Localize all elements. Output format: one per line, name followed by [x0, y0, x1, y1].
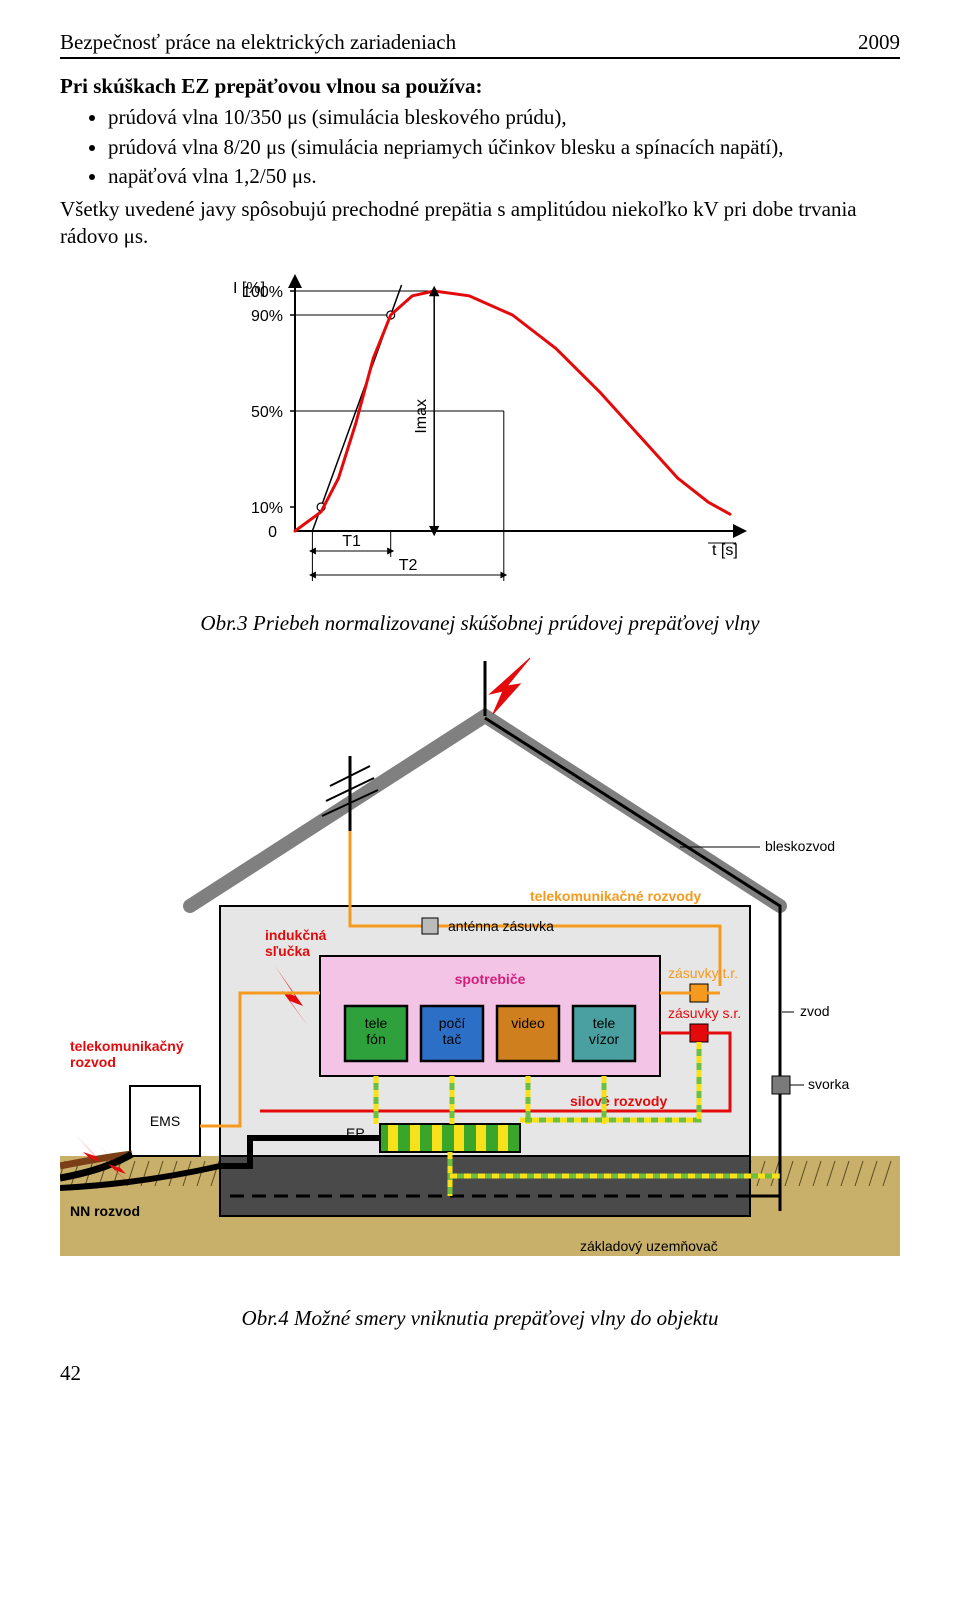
svg-text:základový uzemňovač: základový uzemňovač — [580, 1238, 718, 1254]
bullet-item: prúdová vlna 10/350 μs (simulácia blesko… — [108, 104, 900, 131]
svg-text:telekomunikačné rozvody: telekomunikačné rozvody — [530, 888, 701, 904]
svg-text:T1: T1 — [342, 533, 361, 550]
intro-lead: Pri skúškach EZ prepäťovou vlnou sa použ… — [60, 74, 483, 98]
svg-text:t [s]: t [s] — [712, 542, 738, 559]
svg-text:T2: T2 — [399, 557, 418, 574]
figure-3: 100%90%50%10%0I [%]t [s]ImaxT1T2 — [60, 261, 900, 597]
svg-text:90%: 90% — [251, 308, 283, 325]
svg-text:50%: 50% — [251, 404, 283, 421]
figure-4: zvod bleskozvod svorka základový uzemňovač t… — [60, 656, 900, 1292]
svg-text:telekomunikačnýrozvod: telekomunikačnýrozvod — [70, 1038, 184, 1070]
header-title: Bezpečnosť práce na elektrických zariade… — [60, 30, 456, 55]
waveform-chart: 100%90%50%10%0I [%]t [s]ImaxT1T2 — [200, 261, 760, 591]
svg-text:0: 0 — [268, 524, 277, 541]
svg-text:silové rozvody: silové rozvody — [570, 1093, 667, 1109]
svg-text:Imax: Imax — [413, 399, 430, 434]
intro-bullets: prúdová vlna 10/350 μs (simulácia blesko… — [60, 104, 900, 190]
svg-text:bleskozvod: bleskozvod — [765, 838, 835, 854]
house-diagram: zvod bleskozvod svorka základový uzemňovač t… — [60, 656, 900, 1286]
svg-text:zásuvky t.r.: zásuvky t.r. — [668, 965, 738, 981]
svg-text:video: video — [511, 1015, 545, 1031]
svg-text:televízor: televízor — [589, 1015, 620, 1047]
header-year: 2009 — [858, 30, 900, 55]
figure-3-caption: Obr.3 Priebeh normalizovanej skúšobnej p… — [60, 611, 900, 636]
svg-text:anténna zásuvka: anténna zásuvka — [448, 918, 554, 934]
figure-4-caption: Obr.4 Možné smery vniknutia prepäťovej v… — [60, 1306, 900, 1331]
svg-text:svorka: svorka — [808, 1076, 849, 1092]
svg-text:zvod: zvod — [800, 1003, 830, 1019]
bullet-item: prúdová vlna 8/20 μs (simulácia nepriamy… — [108, 134, 900, 161]
svg-text:I [%]: I [%] — [233, 280, 265, 297]
svg-text:spotrebiče: spotrebiče — [455, 971, 526, 987]
intro-follow: Všetky uvedené javy spôsobujú prechodné … — [60, 197, 857, 248]
bullet-item: napäťová vlna 1,2/50 μs. — [108, 163, 900, 190]
svg-text:zásuvky s.r.: zásuvky s.r. — [668, 1005, 741, 1021]
svg-text:telefón: telefón — [365, 1015, 388, 1047]
svg-text:10%: 10% — [251, 500, 283, 517]
svg-text:EMS: EMS — [150, 1113, 180, 1129]
page-number: 42 — [60, 1361, 900, 1386]
svg-text:NN rozvod: NN rozvod — [70, 1203, 140, 1219]
